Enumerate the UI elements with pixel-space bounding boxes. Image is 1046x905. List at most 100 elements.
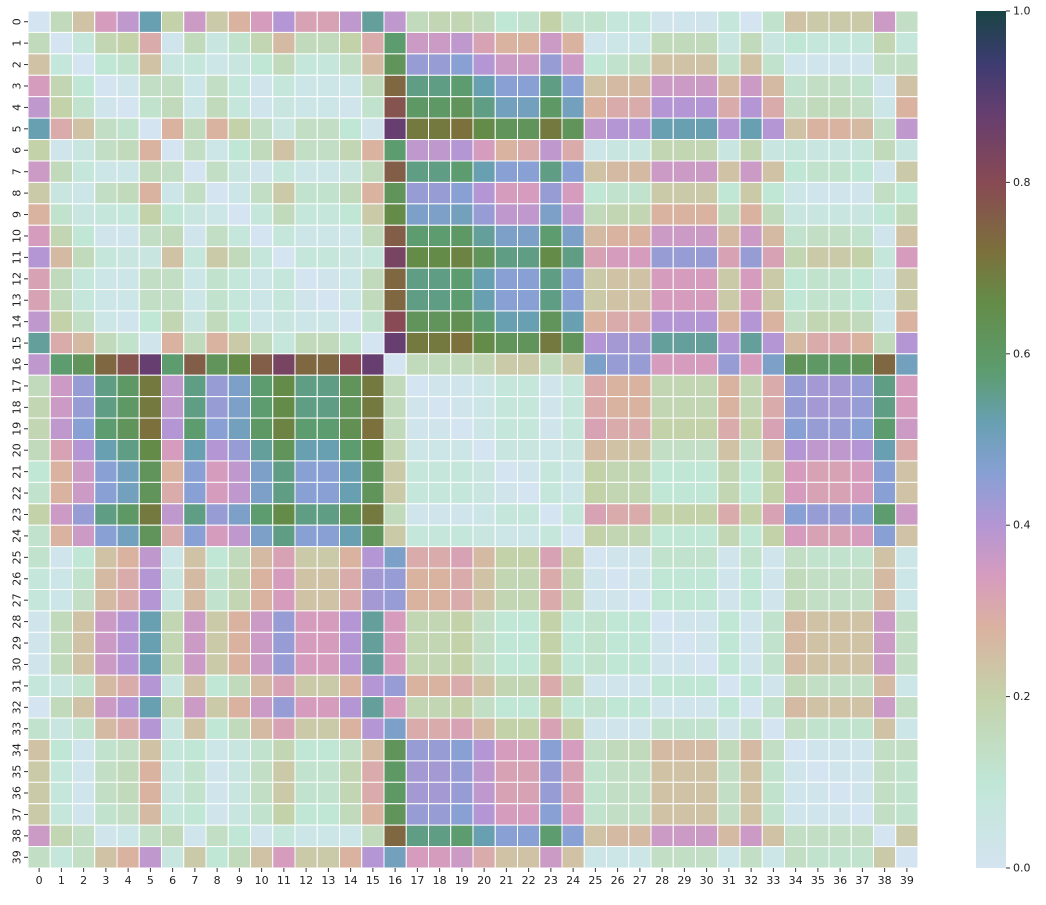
heatmap-cell — [72, 267, 96, 291]
heatmap-cell — [606, 289, 630, 312]
heatmap-cell — [227, 760, 251, 783]
heatmap-cell — [361, 139, 385, 162]
heatmap-cell — [695, 824, 719, 848]
heatmap-cell — [339, 738, 363, 762]
heatmap-cell — [561, 588, 585, 612]
y-tick-label: 16 — [11, 358, 24, 372]
heatmap-cell — [94, 546, 118, 569]
heatmap-cell — [72, 674, 96, 698]
heatmap-cell — [272, 524, 296, 548]
heatmap-cell — [316, 160, 340, 183]
heatmap-cell — [650, 524, 674, 548]
heatmap-cell — [428, 846, 452, 869]
heatmap-cell — [494, 588, 518, 612]
heatmap-cell — [339, 396, 363, 419]
heatmap-cell — [494, 289, 518, 312]
heatmap-cell — [227, 374, 251, 398]
heatmap-cell — [250, 738, 274, 762]
heatmap-cell — [161, 760, 185, 783]
heatmap-cell — [272, 10, 296, 33]
heatmap-cell — [361, 524, 385, 548]
x-tick-label: 29 — [677, 874, 691, 887]
heatmap-cell — [583, 10, 607, 33]
heatmap-cell — [628, 460, 652, 483]
heatmap-cell — [205, 824, 229, 848]
heatmap-cell — [561, 738, 585, 762]
heatmap-cell — [539, 610, 563, 633]
heatmap-cell — [383, 267, 407, 291]
heatmap-cell — [405, 546, 429, 569]
heatmap-cell — [138, 160, 162, 183]
heatmap-cell — [895, 353, 919, 376]
heatmap-cell — [405, 567, 429, 590]
heatmap-cell — [873, 460, 897, 483]
heatmap-cell — [316, 653, 340, 676]
heatmap-cell — [116, 803, 140, 826]
heatmap-cell — [583, 331, 607, 355]
heatmap-cell — [450, 760, 474, 783]
heatmap-cell — [161, 417, 185, 441]
heatmap-cell — [116, 53, 140, 76]
heatmap-cell — [472, 417, 496, 441]
heatmap-cell — [895, 96, 919, 119]
x-tick-label: 1 — [58, 874, 65, 887]
heatmap-cell — [628, 246, 652, 269]
y-tick-label: 17 — [11, 379, 24, 393]
heatmap-cell — [672, 310, 696, 333]
colorbar — [976, 11, 1006, 868]
heatmap-cell — [672, 546, 696, 569]
heatmap-cell — [494, 224, 518, 248]
heatmap-cell — [405, 524, 429, 548]
heatmap-cell — [116, 717, 140, 740]
heatmap-cell — [850, 267, 874, 291]
heatmap-cell — [383, 439, 407, 462]
heatmap-cell — [138, 289, 162, 312]
heatmap-cell — [72, 567, 96, 590]
heatmap-cell — [672, 74, 696, 98]
heatmap-cell — [739, 310, 763, 333]
heatmap-cell — [316, 781, 340, 805]
x-tick-label: 16 — [388, 874, 402, 887]
heatmap-cell — [316, 546, 340, 569]
heatmap-cells — [27, 10, 919, 869]
heatmap-cell — [695, 396, 719, 419]
heatmap-cell — [428, 738, 452, 762]
heatmap-cell — [828, 846, 852, 869]
heatmap-cell — [672, 567, 696, 590]
heatmap-cell — [739, 181, 763, 205]
y-tick-label: 31 — [11, 679, 24, 693]
heatmap-cell — [539, 760, 563, 783]
heatmap-cell — [494, 439, 518, 462]
heatmap-cell — [784, 803, 808, 826]
heatmap-cell — [695, 246, 719, 269]
heatmap-cell — [472, 246, 496, 269]
y-tick-label: 0 — [11, 18, 24, 25]
heatmap-cell — [316, 524, 340, 548]
heatmap-cell — [272, 353, 296, 376]
heatmap-cell — [472, 696, 496, 719]
heatmap-cell — [161, 117, 185, 141]
heatmap-cell — [27, 224, 51, 248]
heatmap-cell — [583, 610, 607, 633]
heatmap-cell — [450, 717, 474, 740]
heatmap-cell — [828, 674, 852, 698]
heatmap-cell — [695, 760, 719, 783]
heatmap-cell — [183, 246, 207, 269]
heatmap-cell — [161, 396, 185, 419]
heatmap-cell — [828, 760, 852, 783]
heatmap-cell — [316, 246, 340, 269]
heatmap-cell — [561, 460, 585, 483]
heatmap-cell — [828, 524, 852, 548]
heatmap-cell — [784, 610, 808, 633]
heatmap-cell — [72, 846, 96, 869]
heatmap-cell — [850, 760, 874, 783]
heatmap-cell — [94, 181, 118, 205]
heatmap-cell — [895, 674, 919, 698]
heatmap-cell — [450, 674, 474, 698]
heatmap-cell — [250, 267, 274, 291]
heatmap-cell — [161, 631, 185, 655]
heatmap-cell — [272, 331, 296, 355]
heatmap-cell — [561, 117, 585, 141]
heatmap-cell — [428, 439, 452, 462]
heatmap-cell — [672, 481, 696, 505]
